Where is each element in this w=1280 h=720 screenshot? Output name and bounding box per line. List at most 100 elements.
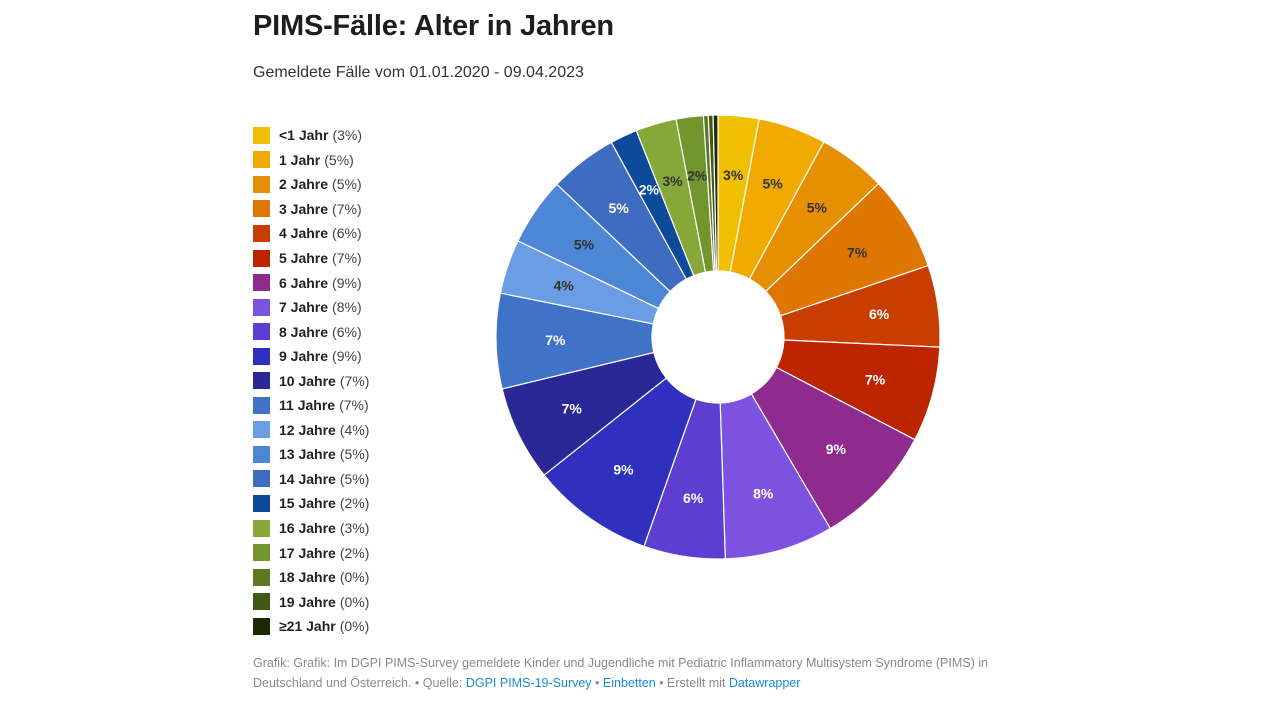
slice-label: 4% — [554, 277, 575, 293]
slice-label: 2% — [687, 168, 708, 184]
legend-swatch — [253, 126, 270, 144]
donut-slice — [750, 366, 916, 530]
legend-percent: (5%) — [332, 176, 362, 193]
legend-percent: (2%) — [339, 495, 370, 512]
legend-percent: (7%) — [332, 200, 362, 217]
legend-item: ≥21 Jahr (0%) — [253, 614, 369, 639]
legend-swatch — [253, 593, 270, 611]
legend-percent: (2%) — [339, 544, 370, 561]
slice-label: 7% — [562, 400, 583, 416]
legend-item: 14 Jahre (5%) — [253, 467, 369, 492]
donut-slice — [712, 114, 719, 272]
legend-item: <1 Jahr (3%) — [253, 123, 369, 148]
legend-item: 13 Jahre (5%) — [253, 442, 369, 467]
legend-percent: (7%) — [339, 397, 369, 414]
legend-label: 6 Jahre — [279, 274, 329, 291]
legend-label: 9 Jahre — [279, 348, 329, 365]
legend-label: 3 Jahre — [279, 200, 329, 217]
legend-item: 18 Jahre (0%) — [253, 565, 369, 590]
slice-label: 5% — [807, 200, 828, 216]
legend-swatch — [253, 347, 270, 365]
legend-swatch — [253, 445, 270, 463]
legend-percent: (0%) — [339, 593, 370, 610]
slice-label: 8% — [753, 485, 774, 501]
datawrapper-link[interactable]: Datawrapper — [728, 676, 801, 690]
legend-swatch — [253, 249, 270, 267]
slice-label: 7% — [847, 245, 868, 261]
legend-swatch — [253, 470, 270, 488]
legend-item: 10 Jahre (7%) — [253, 368, 369, 393]
legend-item: 2 Jahre (5%) — [253, 172, 369, 197]
chart-title: PIMS-Fälle: Alter in Jahren — [253, 10, 614, 42]
legend-label: ≥21 Jahr — [279, 618, 336, 635]
legend-percent: (3%) — [339, 520, 370, 537]
donut-slice — [543, 377, 697, 548]
legend-percent: (9%) — [332, 274, 362, 291]
slice-label: 3% — [662, 173, 683, 189]
chart-footer: Grafik: Grafik: Im DGPI PIMS-Survey geme… — [253, 653, 1053, 693]
slice-label: 5% — [609, 200, 630, 216]
legend-label: 8 Jahre — [279, 323, 329, 340]
slice-label: 7% — [545, 332, 566, 348]
legend-label: 17 Jahre — [279, 544, 336, 561]
legend-label: 12 Jahre — [279, 421, 336, 438]
legend-swatch — [253, 200, 270, 218]
legend-swatch — [253, 298, 270, 316]
legend-percent: (3%) — [332, 127, 362, 144]
legend-item: 9 Jahre (9%) — [253, 344, 369, 369]
legend-percent: (0%) — [339, 569, 370, 586]
legend-label: 2 Jahre — [279, 176, 329, 193]
legend-swatch — [253, 519, 270, 537]
legend-swatch — [253, 372, 270, 390]
footer-separator: • — [591, 676, 603, 690]
chart-subtitle: Gemeldete Fälle vom 01.01.2020 - 09.04.2… — [253, 64, 584, 81]
legend-item: 17 Jahre (2%) — [253, 540, 369, 565]
legend-label: 4 Jahre — [279, 225, 329, 242]
chart-legend: <1 Jahr (3%) 1 Jahr (5%) 2 Jahre (5%) 3 Jahre(… — [253, 123, 369, 638]
legend-swatch — [253, 617, 270, 635]
legend-swatch — [253, 544, 270, 562]
legend-swatch — [253, 274, 270, 292]
legend-percent: (7%) — [332, 250, 362, 266]
legend-label: 7 Jahre — [279, 299, 329, 316]
legend-item: 5 Jahre (7%) — [253, 246, 369, 271]
legend-label: 19 Jahre — [279, 593, 336, 610]
legend-percent: (9%) — [332, 348, 362, 365]
legend-swatch — [253, 175, 270, 193]
legend-percent: (7%) — [339, 372, 370, 389]
slice-label: 9% — [613, 461, 634, 477]
legend-percent: (4%) — [339, 421, 370, 438]
legend-item: 1 Jahr (5%) — [253, 148, 369, 173]
footer-note: Grafik: Grafik: Im DGPI PIMS-Survey geme… — [253, 656, 988, 690]
legend-percent: (6%) — [332, 225, 362, 242]
slice-label: 3% — [723, 167, 744, 183]
footer-credit: • Erstellt mit — [655, 676, 729, 690]
donut-chart: 3%5%5%7%6%7%9%8%6%9%7%7%4%5%5%2%3% 2% — [495, 114, 941, 560]
legend-label: 18 Jahre — [279, 569, 336, 586]
legend-swatch — [253, 151, 270, 169]
legend-label: 5 Jahre — [279, 250, 329, 266]
legend-item: 15 Jahre (2%) — [253, 491, 369, 516]
legend-item: 19 Jahre (0%) — [253, 589, 369, 614]
legend-label: <1 Jahr — [279, 127, 329, 144]
legend-percent: (8%) — [332, 299, 362, 316]
legend-swatch — [253, 224, 270, 242]
legend-swatch — [253, 568, 270, 586]
embed-link[interactable]: Einbetten — [602, 676, 656, 690]
legend-swatch — [253, 323, 270, 341]
legend-label: 15 Jahre — [279, 495, 336, 512]
legend-label: 13 Jahre — [279, 446, 336, 463]
slice-label: 5% — [762, 176, 783, 192]
legend-swatch — [253, 494, 270, 512]
legend-percent: (5%) — [339, 446, 370, 463]
legend-label: 11 Jahre — [279, 397, 336, 414]
slice-label: 2% — [639, 182, 660, 198]
legend-item: 12 Jahre (4%) — [253, 418, 369, 443]
legend-swatch — [253, 421, 270, 439]
legend-item: 3 Jahre (7%) — [253, 197, 369, 222]
legend-label: 14 Jahre — [279, 470, 336, 487]
legend-item: 8 Jahre (6%) — [253, 319, 369, 344]
source-link[interactable]: DGPI PIMS-19-Survey — [465, 676, 592, 690]
slice-label: 5% — [574, 237, 595, 253]
legend-item: 6 Jahre (9%) — [253, 270, 369, 295]
